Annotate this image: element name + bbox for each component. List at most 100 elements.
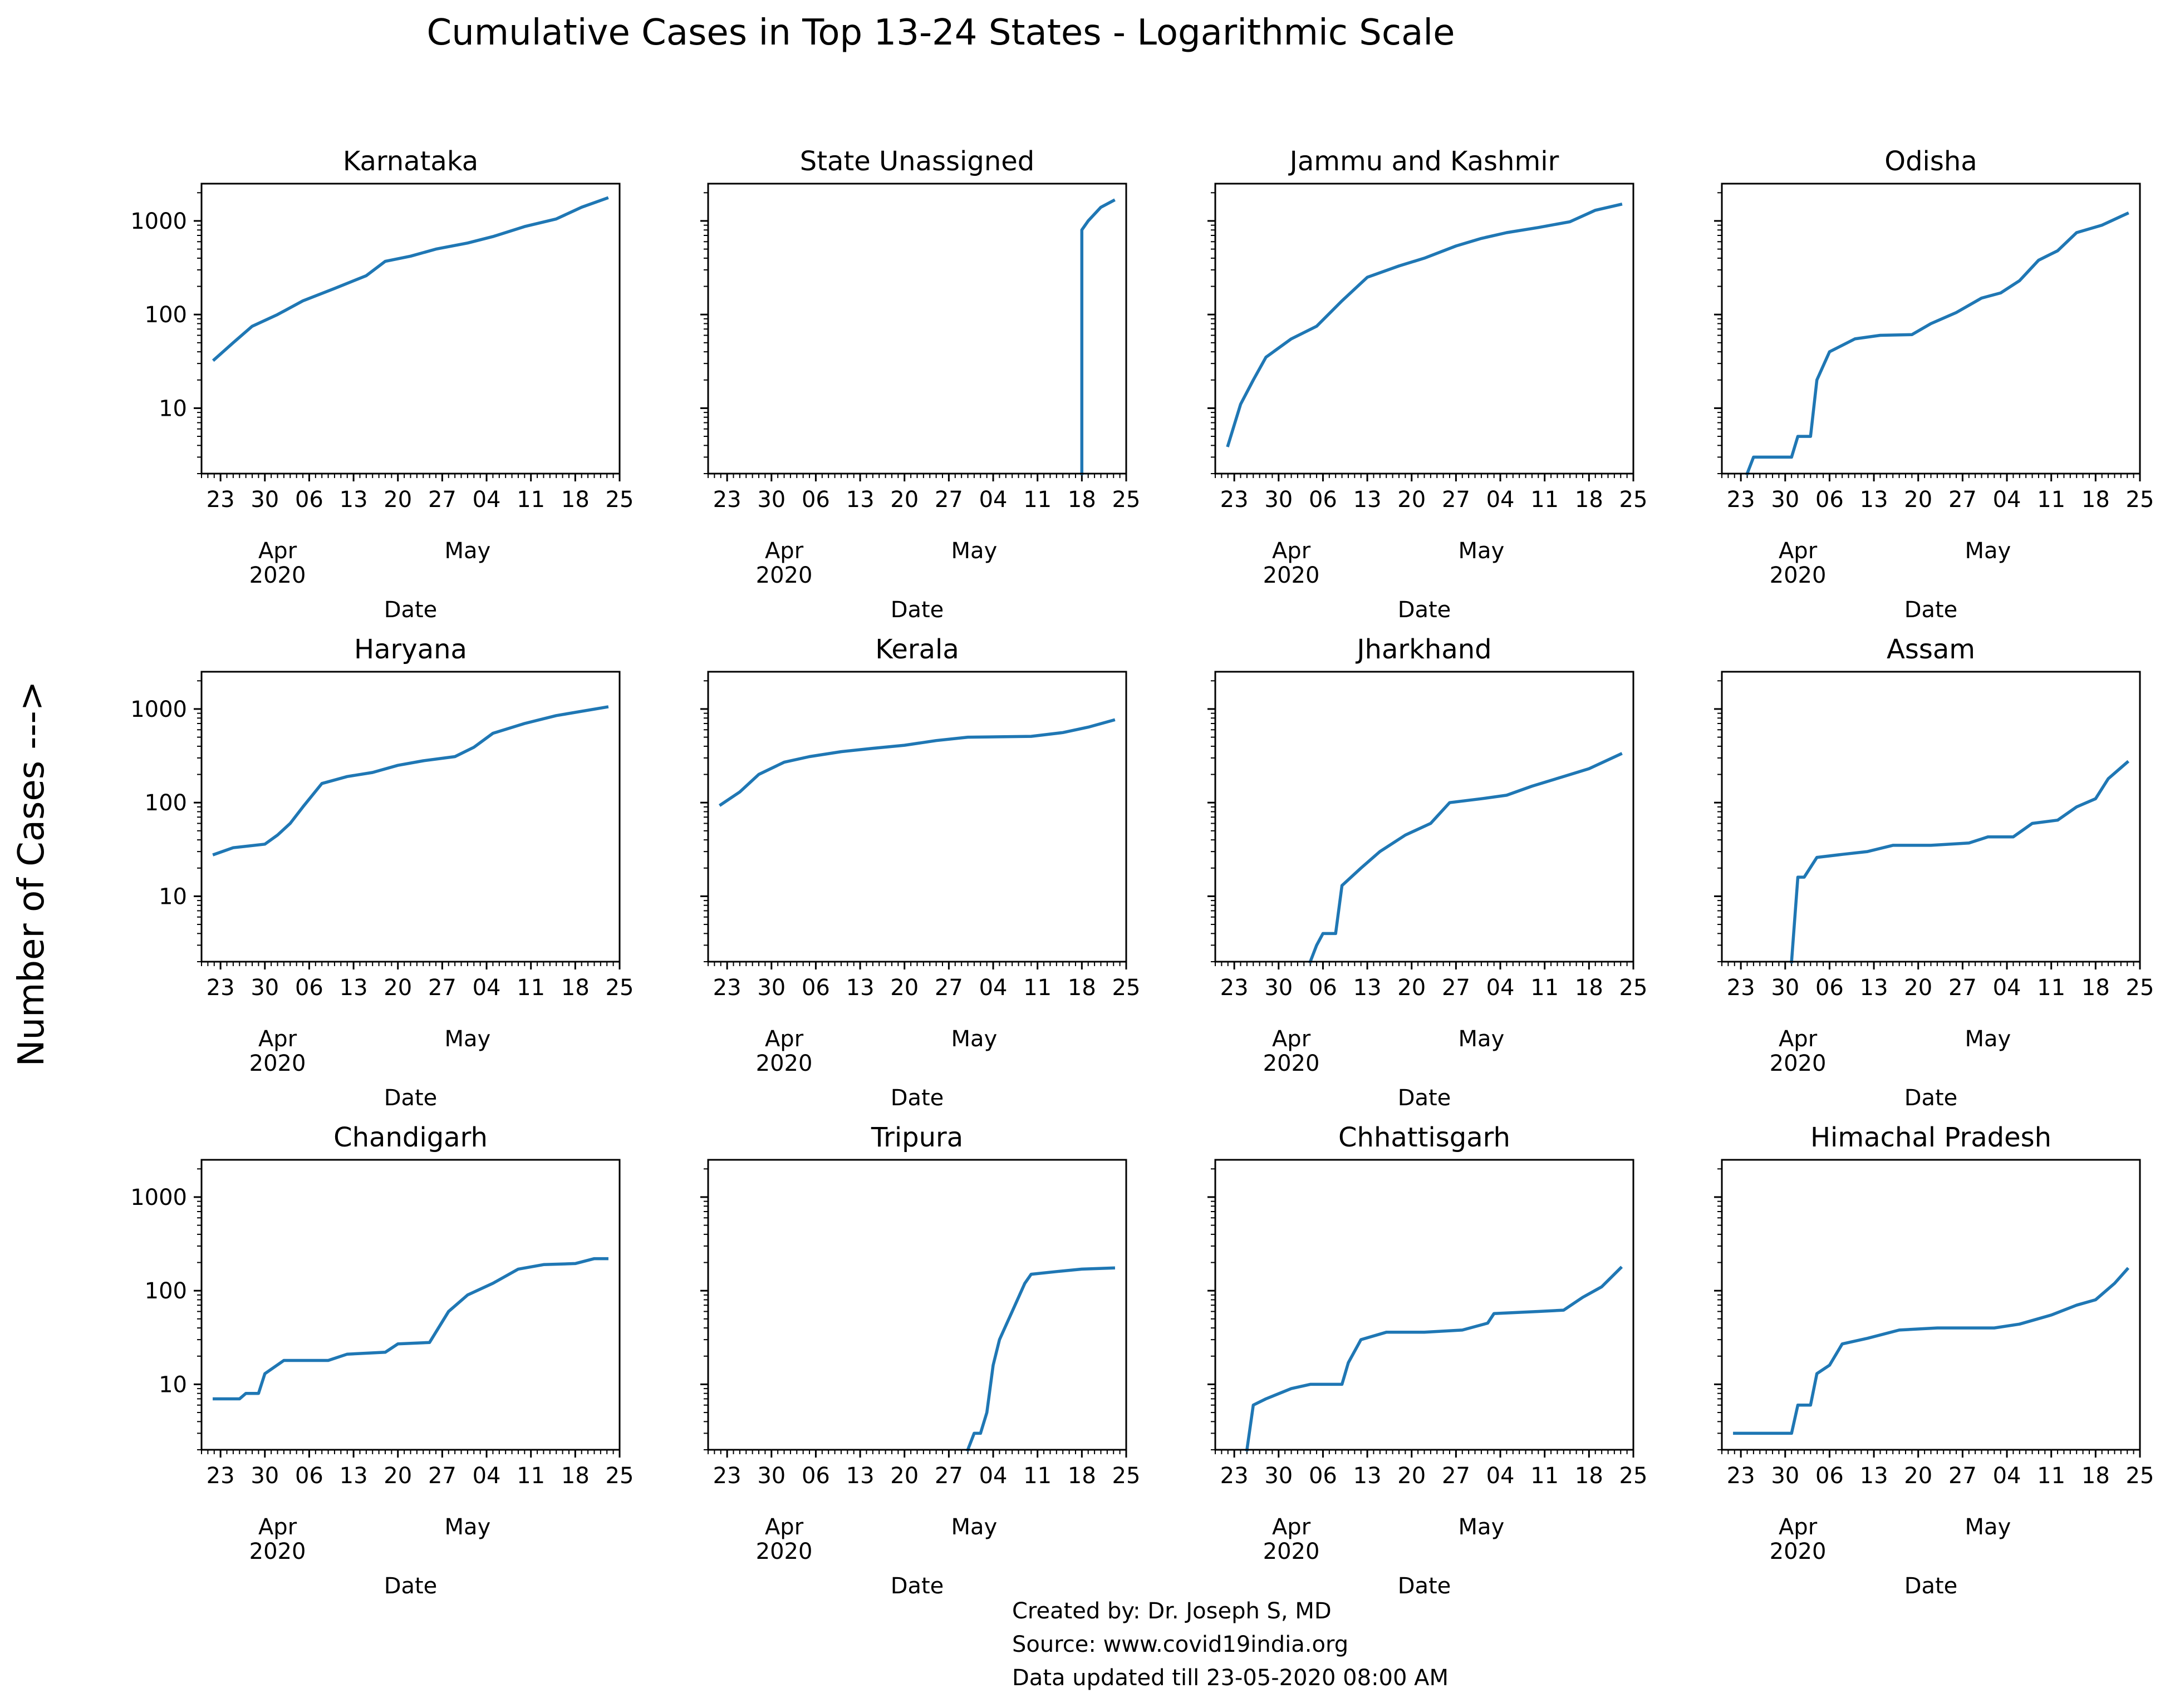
panel-frame — [707, 671, 1127, 963]
x-tick-label: 20 — [1397, 975, 1426, 1001]
x-axis-label: Date — [1398, 1085, 1451, 1111]
x-tick-label: 13 — [1353, 975, 1382, 1001]
x-tick-label: 27 — [935, 975, 963, 1001]
panel-frame — [1721, 671, 2141, 963]
x-tick-label: 30 — [1771, 1463, 1799, 1489]
x-month-label: May — [445, 1514, 491, 1540]
x-month-label: May — [1459, 1514, 1505, 1540]
x-tick-label: 18 — [1575, 975, 1603, 1001]
x-tick-label: 27 — [1442, 975, 1470, 1001]
x-tick-label: 20 — [1904, 975, 1932, 1001]
x-month-label: May — [1459, 1026, 1505, 1052]
panel-frame — [200, 183, 621, 475]
y-tick-label: 100 — [145, 790, 187, 816]
x-tick-label: 04 — [1993, 975, 2021, 1001]
x-tick-label: 18 — [1575, 487, 1603, 513]
panel-frame — [1214, 183, 1634, 475]
x-month-label: Apr — [258, 1026, 297, 1052]
x-month-label: May — [1965, 1026, 2011, 1052]
x-tick-label: 06 — [295, 1463, 323, 1489]
x-tick-label: 11 — [1023, 1463, 1052, 1489]
y-tick-label: 10 — [159, 884, 187, 909]
x-tick-label: 23 — [207, 1463, 235, 1489]
x-month-label: Apr — [1779, 1514, 1818, 1540]
panel-frame — [200, 1159, 621, 1451]
x-tick-label: 04 — [473, 487, 501, 513]
x-tick-label: 25 — [606, 487, 634, 513]
x-tick-label: 18 — [1575, 1463, 1603, 1489]
x-month-label: May — [445, 1026, 491, 1052]
x-tick-label: 20 — [890, 487, 919, 513]
x-tick-label: 13 — [340, 975, 368, 1001]
x-axis-label: Date — [1904, 1085, 1958, 1111]
x-tick-label: 20 — [890, 1463, 919, 1489]
x-axis-label: Date — [1904, 597, 1958, 623]
x-tick-label: 30 — [757, 1463, 785, 1489]
x-tick-label: 20 — [384, 1463, 412, 1489]
x-year-label: 2020 — [249, 563, 306, 588]
panel-title: Himachal Pradesh — [1810, 1122, 2051, 1153]
x-tick-label: 27 — [1948, 975, 1977, 1001]
panel-title: Chhattisgarh — [1338, 1122, 1510, 1153]
x-tick-label: 27 — [428, 975, 456, 1001]
x-tick-label: 25 — [606, 975, 634, 1001]
x-tick-label: 04 — [979, 487, 1008, 513]
panel: Jharkhand 23 30 06 13 20 27 04 11 18 25 Apr May 2020 D… — [1207, 634, 1647, 1111]
x-tick-label: 06 — [1815, 975, 1844, 1001]
y-axis-label: Number of Cases ---> — [11, 681, 52, 1067]
x-tick-label: 30 — [1264, 1463, 1293, 1489]
series-line — [212, 196, 609, 362]
panel-title: Assam — [1887, 634, 1975, 665]
series-line — [1080, 198, 1116, 475]
panel: Himachal Pradesh 23 30 06 13 20 27 04 11 18 25 Apr M… — [1714, 1122, 2154, 1599]
panel: State Unassigned 23 30 06 13 20 27 04 11 18 25 Apr M… — [700, 146, 1140, 623]
x-tick-label: 13 — [1860, 1463, 1888, 1489]
x-tick-label: 06 — [802, 487, 830, 513]
x-tick-label: 20 — [384, 975, 412, 1001]
panel-title: Chandigarh — [333, 1122, 488, 1153]
x-tick-label: 13 — [1860, 975, 1888, 1001]
x-tick-label: 30 — [1771, 487, 1799, 513]
series-line — [1226, 203, 1623, 447]
y-tick-label: 1000 — [130, 1185, 187, 1210]
x-axis-label: Date — [384, 1085, 438, 1111]
x-tick-label: 25 — [1619, 975, 1648, 1001]
panel-frame — [1721, 183, 2141, 475]
x-month-label: Apr — [1779, 1026, 1818, 1052]
x-tick-label: 23 — [1220, 1463, 1249, 1489]
credit-line-author: Created by: Dr. Joseph S, MD — [1012, 1598, 1332, 1624]
panel-frame — [1214, 671, 1634, 963]
x-tick-label: 11 — [2037, 975, 2065, 1001]
x-tick-label: 13 — [846, 487, 875, 513]
series-line — [718, 718, 1116, 807]
y-tick-label: 1000 — [130, 209, 187, 234]
x-tick-label: 25 — [606, 1463, 634, 1489]
x-tick-label: 20 — [1904, 1463, 1932, 1489]
x-tick-label: 30 — [251, 975, 279, 1001]
x-tick-label: 30 — [251, 1463, 279, 1489]
x-tick-label: 06 — [295, 975, 323, 1001]
x-tick-label: 25 — [1112, 1463, 1141, 1489]
x-tick-label: 30 — [251, 487, 279, 513]
panel-title: Karnataka — [343, 146, 478, 177]
x-tick-label: 18 — [561, 975, 590, 1001]
x-tick-label: 23 — [1220, 487, 1249, 513]
x-tick-label: 04 — [979, 1463, 1008, 1489]
x-tick-label: 04 — [1486, 487, 1515, 513]
series-line — [965, 1266, 1116, 1452]
panel: Kerala 23 30 06 13 20 27 04 11 18 25 Apr May 2020 Date — [700, 634, 1140, 1111]
panel: Chandigarh 23 30 06 13 20 27 04 11 18 25 Apr May 2020… — [130, 1122, 634, 1599]
x-month-label: Apr — [765, 538, 804, 564]
x-tick-label: 25 — [1619, 487, 1648, 513]
figure-title: Cumulative Cases in Top 13-24 States - L… — [427, 12, 1455, 53]
x-year-label: 2020 — [756, 563, 813, 588]
x-tick-label: 06 — [802, 975, 830, 1001]
x-tick-label: 11 — [1530, 1463, 1559, 1489]
x-tick-label: 20 — [890, 975, 919, 1001]
x-year-label: 2020 — [249, 1539, 306, 1564]
x-year-label: 2020 — [1263, 1051, 1320, 1076]
x-tick-label: 27 — [1442, 1463, 1470, 1489]
x-year-label: 2020 — [1770, 1539, 1827, 1564]
x-tick-label: 27 — [428, 487, 456, 513]
